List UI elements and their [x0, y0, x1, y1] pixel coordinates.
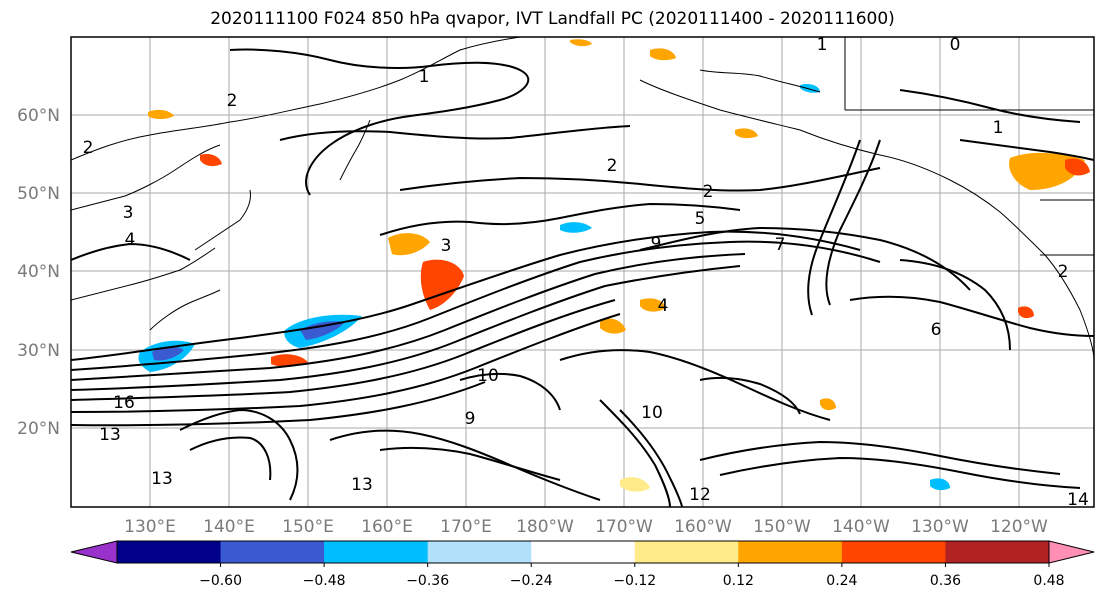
longitude-label: 150°E — [282, 517, 334, 537]
longitude-label: 140°W — [832, 517, 890, 537]
moisture-patch — [148, 109, 174, 119]
contour-label: 4 — [125, 230, 136, 250]
longitude-label: 170°W — [595, 517, 653, 537]
moisture-patch — [820, 398, 836, 411]
longitude-label: 150°W — [753, 517, 811, 537]
contour-label: 13 — [151, 469, 173, 489]
moisture-patch — [600, 318, 626, 334]
contour-label: 9 — [651, 234, 662, 254]
contour-label: 2 — [1058, 262, 1069, 282]
ivt-contours — [71, 48, 1094, 507]
colorbar-segment — [841, 541, 946, 563]
contour-label: 3 — [441, 236, 452, 256]
longitude-labels: 130°E 140°E 150°E 160°E 170°E 180°W 170°W 160°W… — [124, 517, 1048, 537]
longitude-label: 120°W — [990, 517, 1048, 537]
moisture-patch — [735, 128, 758, 139]
moisture-patch — [271, 354, 308, 367]
colorbar-tick-label: −0.60 — [199, 573, 242, 589]
longitude-label: 140°E — [203, 517, 255, 537]
latitude-label: 20°N — [17, 419, 60, 439]
contour-label: 12 — [689, 485, 711, 505]
colorbar-segment — [738, 541, 843, 563]
contour-label: 10 — [641, 403, 663, 423]
latitude-label: 30°N — [17, 341, 60, 361]
colorbar-tick-label: −0.36 — [406, 573, 449, 589]
colorbar-tick-label: −0.48 — [303, 573, 346, 589]
contour-label: 16 — [113, 393, 135, 413]
longitude-label: 130°E — [124, 517, 176, 537]
map-title: 2020111100 F024 850 hPa qvapor, IVT Land… — [210, 9, 895, 29]
colorbar-extension-low — [70, 540, 118, 564]
contour-label: 9 — [465, 409, 476, 429]
contour-label: 14 — [1067, 490, 1089, 510]
moisture-patch — [1018, 306, 1034, 319]
contour-label: 2 — [607, 156, 618, 176]
latitude-label: 50°N — [17, 184, 60, 204]
contour-label: 1 — [419, 67, 430, 87]
longitude-label: 180°W — [516, 517, 574, 537]
moisture-patch — [640, 298, 666, 312]
graticule — [71, 37, 1094, 507]
colorbar-tick-label: −0.24 — [510, 573, 553, 589]
moisture-patch — [620, 477, 650, 492]
coastlines — [71, 37, 1094, 361]
latitude-label: 40°N — [17, 262, 60, 282]
longitude-label: 130°W — [911, 517, 969, 537]
contour-label: 5 — [695, 209, 706, 229]
colorbar-segment — [634, 541, 739, 563]
moisture-patch — [650, 48, 676, 61]
colorbar-segment — [324, 541, 429, 563]
colorbar-segment — [531, 541, 636, 563]
moisture-patch — [560, 222, 592, 233]
colorbar-segment — [427, 541, 532, 563]
longitude-label: 160°W — [674, 517, 732, 537]
contour-label: 1 — [993, 118, 1004, 138]
colorbar-tick-label: 0.24 — [826, 573, 857, 589]
contour-label: 3 — [123, 203, 134, 223]
colorbar-segment — [117, 541, 222, 563]
moisture-patch — [388, 233, 430, 256]
contour-label: 0 — [950, 35, 961, 55]
moisture-patch — [930, 478, 950, 491]
colorbar-segment — [220, 541, 325, 563]
qvapor-shading — [138, 39, 1090, 492]
longitude-label: 170°E — [440, 517, 492, 537]
contour-label: 7 — [775, 235, 786, 255]
moisture-patch — [1065, 158, 1090, 176]
moisture-patch — [152, 346, 184, 361]
contour-label: 2 — [703, 182, 714, 202]
colorbar-outline — [116, 540, 1050, 564]
map-frame — [70, 36, 1095, 508]
latitude-labels: 60°N 50°N 40°N 30°N 20°N — [17, 106, 60, 439]
map-background — [71, 37, 1094, 507]
colorbar-extension-high — [1048, 540, 1095, 564]
latitude-label: 60°N — [17, 106, 60, 126]
moisture-patch — [300, 321, 345, 340]
contour-label: 2 — [227, 91, 238, 111]
colorbar: −0.60 −0.48 −0.36 −0.24 −0.12 0.12 0.24 0.36 0.4… — [70, 540, 1095, 589]
longitude-label: 160°E — [361, 517, 413, 537]
contour-label: 13 — [351, 475, 373, 495]
moisture-patch — [200, 154, 222, 167]
moisture-patch — [570, 39, 592, 47]
contour-label: 4 — [658, 296, 669, 316]
colorbar-tick-label: −0.12 — [613, 573, 656, 589]
colorbar-segment — [945, 541, 1050, 563]
contour-label: 6 — [931, 320, 942, 340]
contour-label: 2 — [83, 138, 94, 158]
colorbar-tick-label: 0.12 — [723, 573, 754, 589]
colorbar-tick-label: 0.36 — [930, 573, 961, 589]
colorbar-tick-label: 0.48 — [1033, 573, 1064, 589]
contour-label: 13 — [99, 425, 121, 445]
contour-label: 1 — [817, 35, 828, 55]
contour-label: 10 — [477, 366, 499, 386]
